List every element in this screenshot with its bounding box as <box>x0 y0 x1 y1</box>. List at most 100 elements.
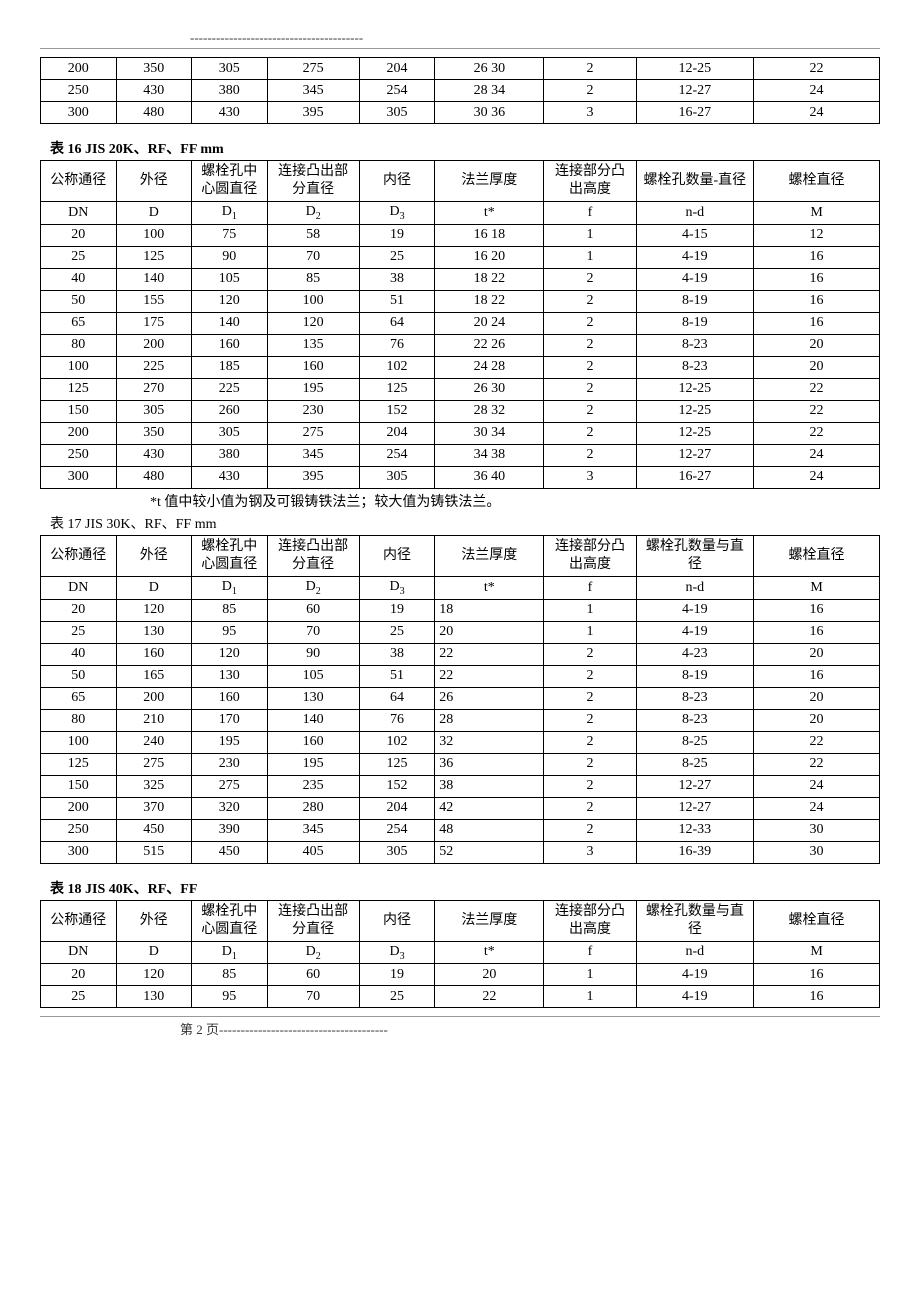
table-cell: 25 <box>359 621 435 643</box>
column-symbol: n-d <box>636 202 753 225</box>
column-symbol: D2 <box>267 202 359 225</box>
table-cell: 26 30 <box>435 378 544 400</box>
table-cell: 300 <box>41 102 117 124</box>
table-cell: 64 <box>359 312 435 334</box>
column-header: 连接部分凸出高度 <box>544 161 636 202</box>
table-row: 1252752301951253628-2522 <box>41 753 880 775</box>
table-cell: 16 18 <box>435 224 544 246</box>
table-row: 651751401206420 2428-1916 <box>41 312 880 334</box>
table-cell: 22 <box>754 400 880 422</box>
table-cell: 200 <box>116 334 192 356</box>
column-symbol: t* <box>435 576 544 599</box>
column-symbol: D3 <box>359 576 435 599</box>
table-cell: 120 <box>116 964 192 986</box>
table-cell: 280 <box>267 797 359 819</box>
table-cell: 4-23 <box>636 643 753 665</box>
column-header: 螺栓孔数量-直径 <box>636 161 753 202</box>
column-header: 法兰厚度 <box>435 161 544 202</box>
table-row: 40140105853818 2224-1916 <box>41 268 880 290</box>
table-cell: 350 <box>116 422 192 444</box>
table-cell: 235 <box>267 775 359 797</box>
table-cell: 120 <box>267 312 359 334</box>
table-cell: 100 <box>116 224 192 246</box>
table-cell: 450 <box>192 841 268 863</box>
table-cell: 28 32 <box>435 400 544 422</box>
column-header: 内径 <box>359 161 435 202</box>
table-cell: 380 <box>192 80 268 102</box>
table-cell: 380 <box>192 444 268 466</box>
table-cell: 195 <box>267 753 359 775</box>
column-symbol: D3 <box>359 202 435 225</box>
table-cell: 12-27 <box>636 80 753 102</box>
table-cell: 105 <box>192 268 268 290</box>
column-symbol: n-d <box>636 576 753 599</box>
top-divider: ---------------------------------------- <box>40 30 880 49</box>
column-header: 螺栓直径 <box>754 900 880 941</box>
table-cell: 165 <box>116 665 192 687</box>
table-cell: 160 <box>267 731 359 753</box>
table-row: 20037032028020442212-2724 <box>41 797 880 819</box>
table-cell: 100 <box>267 290 359 312</box>
table-cell: 12-25 <box>636 400 753 422</box>
column-symbol: f <box>544 202 636 225</box>
table16-note: *t 值中较小值为钢及可锻铸铁法兰；较大值为铸铁法兰。 <box>40 491 880 511</box>
table-cell: 38 <box>359 643 435 665</box>
column-header: 外径 <box>116 535 192 576</box>
column-header: 螺栓直径 <box>754 161 880 202</box>
table-cell: 24 <box>754 102 880 124</box>
table-cell: 50 <box>41 290 117 312</box>
table-row: 65200160130642628-2320 <box>41 687 880 709</box>
table-cell: 250 <box>41 819 117 841</box>
table-cell: 2 <box>544 709 636 731</box>
table-cell: 155 <box>116 290 192 312</box>
table-cell: 30 36 <box>435 102 544 124</box>
column-header: 螺栓孔数量与直径 <box>636 900 753 941</box>
table-cell: 240 <box>116 731 192 753</box>
table-cell: 170 <box>192 709 268 731</box>
table-cell: 125 <box>359 378 435 400</box>
table-cell: 370 <box>116 797 192 819</box>
table-row: 30051545040530552316-3930 <box>41 841 880 863</box>
column-symbol: f <box>544 576 636 599</box>
table-row: 25045039034525448212-3330 <box>41 819 880 841</box>
column-header: 螺栓直径 <box>754 535 880 576</box>
table-row: 12527022519512526 30212-2522 <box>41 378 880 400</box>
table-cell: 2 <box>544 80 636 102</box>
table-row: 30048043039530530 36316-2724 <box>41 102 880 124</box>
table-cell: 150 <box>41 775 117 797</box>
table-cell: 28 <box>435 709 544 731</box>
table-row: 4016012090382224-2320 <box>41 643 880 665</box>
table-cell: 1 <box>544 246 636 268</box>
table-cell: 2 <box>544 731 636 753</box>
table-cell: 38 <box>435 775 544 797</box>
table-row: 201208560192014-1916 <box>41 964 880 986</box>
table-cell: 100 <box>41 356 117 378</box>
column-symbol: M <box>754 202 880 225</box>
table-cell: 12-33 <box>636 819 753 841</box>
table-cell: 8-23 <box>636 687 753 709</box>
table-cell: 22 <box>435 643 544 665</box>
table-cell: 30 <box>754 819 880 841</box>
table-cell: 160 <box>267 356 359 378</box>
table-row: 20035030527520430 34212-2522 <box>41 422 880 444</box>
table-cell: 2 <box>544 268 636 290</box>
column-header: 螺栓孔数量与直径 <box>636 535 753 576</box>
table-cell: 2 <box>544 378 636 400</box>
table-cell: 195 <box>267 378 359 400</box>
column-header: 连接部分凸出高度 <box>544 900 636 941</box>
table-cell: 16 <box>754 964 880 986</box>
table-cell: 16 <box>754 246 880 268</box>
table-cell: 2 <box>544 400 636 422</box>
column-header: 连接凸出部分直径 <box>267 535 359 576</box>
table-cell: 20 <box>41 224 117 246</box>
table-cell: 1 <box>544 599 636 621</box>
table-cell: 20 <box>754 356 880 378</box>
table-cell: 405 <box>267 841 359 863</box>
table-cell: 2 <box>544 334 636 356</box>
column-header: 连接凸出部分直径 <box>267 161 359 202</box>
table-cell: 105 <box>267 665 359 687</box>
table-cell: 254 <box>359 819 435 841</box>
table-cell: 51 <box>359 290 435 312</box>
table-cell: 204 <box>359 422 435 444</box>
column-header: 公称通径 <box>41 161 117 202</box>
